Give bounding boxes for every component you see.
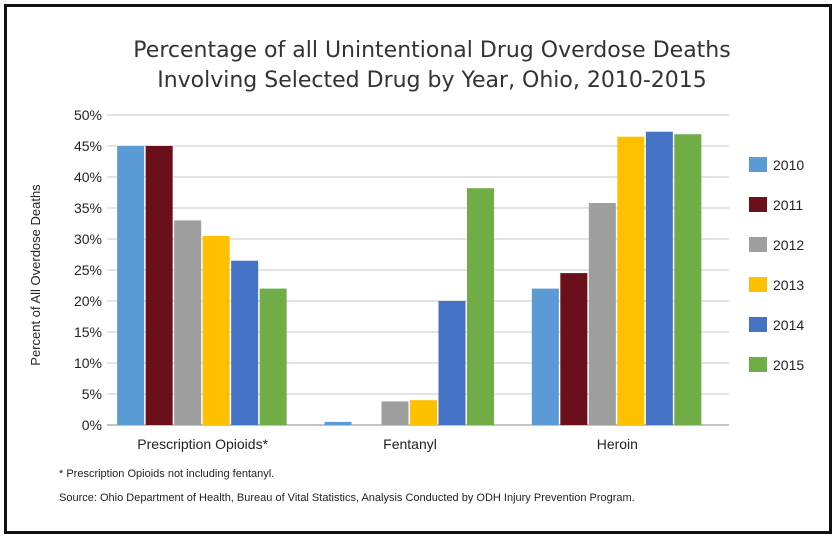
chart: Percentage of all Unintentional Drug Ove… [28, 38, 804, 504]
y-tick-label: 35% [74, 200, 102, 216]
bar-2012-2 [588, 203, 616, 425]
legend-swatch-2011 [749, 197, 767, 212]
bar-2010-1 [324, 421, 352, 425]
y-tick-label: 50% [74, 107, 102, 123]
legend-label: 2015 [773, 357, 804, 373]
legend-swatch-2010 [749, 157, 767, 172]
legend-swatch-2015 [749, 357, 767, 372]
bar-2014-2 [645, 131, 673, 425]
bars [117, 131, 702, 425]
bar-2014-1 [438, 301, 466, 425]
bar-2012-1 [381, 401, 409, 425]
y-tick-label: 10% [74, 355, 102, 371]
x-axis-categories: Prescription Opioids* Fentanyl Heroin [137, 436, 638, 452]
legend-label: 2012 [773, 237, 804, 253]
bar-2013-0 [202, 235, 230, 425]
chart-title-line-2: Involving Selected Drug by Year, Ohio, 2… [157, 68, 707, 93]
bar-2012-0 [174, 220, 202, 425]
bar-2015-0 [259, 288, 287, 425]
y-tick-label: 30% [74, 231, 102, 247]
chart-title-line-1: Percentage of all Unintentional Drug Ove… [133, 38, 730, 63]
legend-swatch-2013 [749, 277, 767, 292]
y-axis-ticks: 0% 5% 10% 15% 20% 25% 30% 35% 40% 45% 50% [74, 107, 102, 433]
legend-label: 2013 [773, 277, 804, 293]
category-label: Fentanyl [383, 436, 437, 452]
chart-frame: Percentage of all Unintentional Drug Ove… [4, 4, 832, 534]
category-label: Heroin [597, 436, 638, 452]
y-tick-label: 45% [74, 138, 102, 154]
legend-label: 2014 [773, 317, 804, 333]
legend-swatch-2014 [749, 317, 767, 332]
y-tick-label: 40% [74, 169, 102, 185]
bar-2011-2 [560, 273, 588, 425]
bar-2015-2 [674, 134, 702, 425]
y-tick-label: 15% [74, 324, 102, 340]
bar-2010-2 [531, 288, 559, 425]
y-tick-label: 25% [74, 262, 102, 278]
footnote: * Prescription Opioids not including fen… [59, 468, 274, 480]
category-label: Prescription Opioids* [137, 436, 268, 452]
bar-2011-0 [145, 146, 173, 425]
legend-swatch-2012 [749, 237, 767, 252]
y-tick-label: 0% [82, 417, 102, 433]
bar-2013-1 [410, 400, 437, 425]
y-tick-label: 20% [74, 293, 102, 309]
bar-2013-2 [617, 136, 645, 425]
source-note: Source: Ohio Department of Health, Burea… [59, 492, 635, 504]
y-tick-label: 5% [82, 386, 102, 402]
legend-label: 2010 [773, 157, 804, 173]
bar-2010-0 [117, 146, 145, 425]
y-axis-label: Percent of All Overdose Deaths [28, 184, 43, 366]
bar-2015-1 [467, 188, 494, 425]
legend: 2010 2011 2012 2013 2014 2015 [749, 157, 804, 373]
bar-2014-0 [231, 260, 259, 425]
legend-label: 2011 [773, 197, 803, 213]
